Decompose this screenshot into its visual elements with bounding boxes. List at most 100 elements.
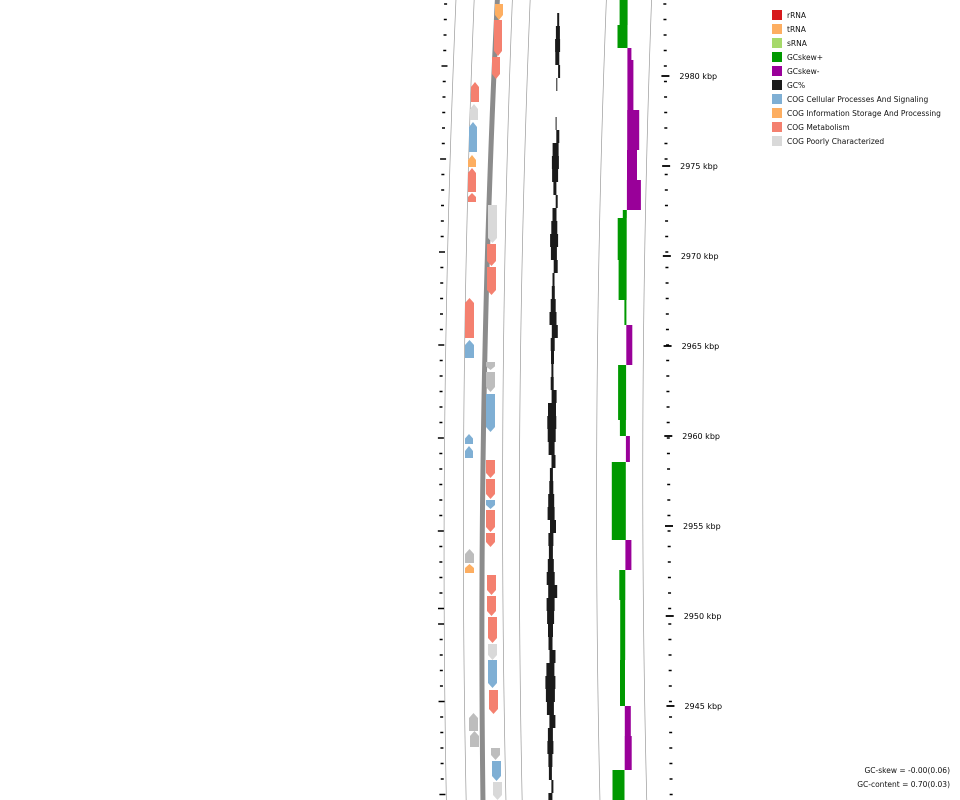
- gene-feature: [468, 155, 476, 167]
- legend-label: COG Metabolism: [787, 122, 850, 132]
- legend-swatch: [772, 108, 782, 118]
- gc-skew-stat: GC-skew = -0.00(0.06): [864, 766, 951, 775]
- legend-item-gcskew-pos: GCskew+: [772, 50, 941, 64]
- legend-item-cog-cellular: COG Cellular Processes And Signaling: [772, 92, 941, 106]
- legend-swatch: [772, 136, 782, 146]
- gene-feature: [488, 644, 497, 660]
- gene-feature: [487, 244, 496, 266]
- gene-feature: [494, 20, 502, 56]
- legend-item-rrna: rRNA: [772, 8, 941, 22]
- gene-feature: [492, 761, 501, 781]
- legend-swatch: [772, 94, 782, 104]
- legend-label: sRNA: [787, 38, 807, 48]
- gc-skew-negative: [625, 436, 630, 462]
- legend-label: tRNA: [787, 24, 806, 34]
- gc-content-track: [545, 0, 561, 800]
- legend-swatch: [772, 122, 782, 132]
- legend-label: COG Cellular Processes And Signaling: [787, 94, 929, 104]
- gene-feature: [465, 340, 474, 358]
- gene-feature: [471, 82, 479, 102]
- gene-feature: [465, 298, 474, 338]
- legend-item-gcskew-neg: GCskew-: [772, 64, 941, 78]
- gene-feature: [486, 460, 495, 478]
- gc-skew-positive: [617, 25, 628, 48]
- legend-item-trna: tRNA: [772, 22, 941, 36]
- legend-label: rRNA: [787, 10, 807, 20]
- legend-item-cog-metabolism: COG Metabolism: [772, 120, 941, 134]
- gc-skew-negative: [626, 180, 641, 210]
- legend-swatch: [772, 24, 782, 34]
- gc-skew-positive: [618, 260, 627, 300]
- gene-feature: [468, 193, 476, 202]
- kbp-label: 2980 kbp: [679, 72, 717, 81]
- gene-feature: [465, 446, 473, 458]
- legend-swatch: [772, 80, 782, 90]
- gc-skew-positive: [619, 570, 626, 600]
- gene-feature: [465, 564, 474, 573]
- gc-skew-negative: [624, 706, 631, 736]
- gc-skew-negative: [625, 540, 632, 570]
- legend-swatch: [772, 66, 782, 76]
- legend-label: GC%: [787, 80, 806, 90]
- gc-stats: GC-skew = -0.00(0.06) GC-content = 0.70(…: [857, 764, 950, 792]
- gene-feature: [487, 267, 496, 295]
- gene-feature: [487, 575, 496, 595]
- legend-label: GCskew+: [787, 52, 824, 62]
- backbone-ring: [479, 0, 500, 800]
- kbp-label: 2950 kbp: [684, 612, 722, 621]
- gene-feature: [488, 205, 497, 243]
- gene-feature: [487, 596, 496, 616]
- gene-feature: [491, 748, 500, 760]
- gc-skew-positive: [619, 0, 628, 25]
- legend-swatch: [772, 38, 782, 48]
- gene-feature: [486, 394, 495, 432]
- gene-feature: [469, 122, 477, 152]
- legend-item-gc-content: GC%: [772, 78, 941, 92]
- gene-feature: [486, 372, 495, 392]
- legend-swatch: [772, 52, 782, 62]
- gc-skew-positive: [624, 300, 627, 325]
- legend-label: COG Poorly Characterized: [787, 136, 885, 146]
- ring-line: [642, 0, 652, 800]
- ring-line: [519, 0, 531, 800]
- gc-skew-negative: [624, 736, 632, 770]
- gc-skew-negative: [627, 48, 632, 60]
- kbp-label: 2965 kbp: [682, 342, 720, 351]
- legend-item-cog-poorly: COG Poorly Characterized: [772, 134, 941, 148]
- gene-feature: [493, 782, 502, 800]
- gene-feature: [465, 549, 474, 563]
- gc-content-stat: GC-content = 0.70(0.03): [857, 780, 950, 789]
- kbp-label: 2975 kbp: [680, 162, 718, 171]
- gene-feature: [470, 731, 479, 747]
- gene-feature: [486, 362, 495, 370]
- gene-feature: [469, 713, 478, 731]
- gc-skew-negative: [627, 150, 637, 180]
- gene-feature: [486, 500, 495, 509]
- gc-skew-positive: [617, 218, 627, 260]
- ring-line: [502, 0, 513, 800]
- legend-item-cog-info: COG Information Storage And Processing: [772, 106, 941, 120]
- gc-skew-positive: [620, 660, 625, 706]
- gc-skew-positive: [622, 210, 627, 218]
- gene-feature: [470, 104, 478, 120]
- kbp-label: 2960 kbp: [682, 432, 720, 441]
- gc-skew-positive: [619, 420, 626, 436]
- ring-line: [443, 0, 457, 800]
- gc-skew-negative: [627, 60, 634, 110]
- kbp-label: 2970 kbp: [681, 252, 719, 261]
- gene-feature: [492, 57, 500, 79]
- kbp-label: 2955 kbp: [683, 522, 721, 531]
- legend-swatch: [772, 10, 782, 20]
- gene-feature: [486, 533, 495, 547]
- gene-feature: [488, 617, 497, 643]
- legend: rRNA tRNA sRNA GCskew+ GCskew- GC% COG C…: [772, 8, 941, 148]
- gc-skew-positive: [620, 600, 626, 660]
- ring-line: [596, 0, 607, 800]
- gene-feature: [486, 510, 495, 532]
- gc-skew-positive: [618, 365, 627, 420]
- gene-feature: [489, 690, 498, 714]
- kbp-label: 2945 kbp: [684, 702, 722, 711]
- gene-feature: [488, 660, 497, 688]
- gene-feature: [468, 168, 476, 192]
